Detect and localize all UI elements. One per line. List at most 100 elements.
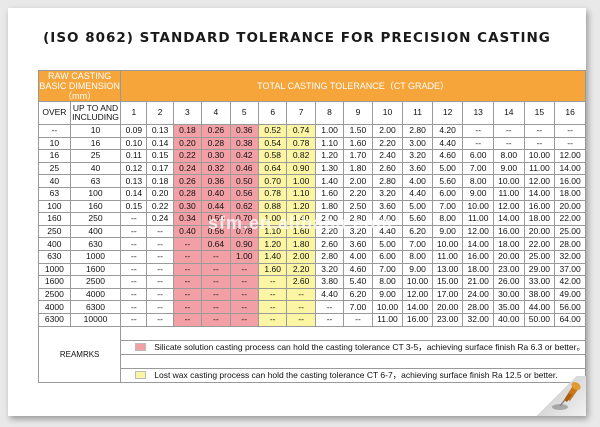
tolerance-cell: -- xyxy=(120,312,148,327)
tolerance-cell: 1.40 xyxy=(286,212,316,226)
tolerance-cell: 3.60 xyxy=(371,199,404,214)
tolerance-cell: 20.00 xyxy=(554,199,586,214)
tolerance-cell: 11.00 xyxy=(493,186,525,201)
tolerance-cell: -- xyxy=(229,262,259,277)
tolerance-cell: -- xyxy=(146,237,174,251)
over-cell: 25 xyxy=(38,161,71,176)
over-cell: 160 xyxy=(38,212,71,226)
tolerance-cell: -- xyxy=(146,300,174,314)
tolerance-cell: 18.00 xyxy=(462,262,494,277)
tolerance-cell: 5.00 xyxy=(371,237,404,251)
grade-header-9: 9 xyxy=(343,101,373,125)
over-cell: 1000 xyxy=(38,262,71,277)
tolerance-cell: 23.00 xyxy=(431,312,464,327)
tolerance-cell: 4.40 xyxy=(314,287,345,302)
tolerance-cell: 0.70 xyxy=(229,212,259,226)
tolerance-cell: -- xyxy=(172,262,203,277)
watermark: sfm.en.alibaba.com xyxy=(208,213,394,233)
tolerance-cell: 0.34 xyxy=(172,212,203,226)
page-title: (ISO 8062) STANDARD TOLERANCE FOR PRECIS… xyxy=(43,30,551,46)
tolerance-cell: 6.00 xyxy=(371,249,404,264)
tolerance-cell: -- xyxy=(120,300,148,314)
over-cell: 400 xyxy=(38,237,71,251)
tolerance-cell: 16.00 xyxy=(493,224,525,239)
tolerance-cell: 0.26 xyxy=(172,174,203,188)
tolerance-cell: 40.00 xyxy=(493,312,525,327)
tolerance-cell: -- xyxy=(172,237,203,251)
grade-header-1: 1 xyxy=(120,101,148,125)
tolerance-cell: 8.00 xyxy=(371,275,404,289)
tolerance-cell: 16.00 xyxy=(554,174,586,188)
tolerance-cell: 3.00 xyxy=(402,136,433,151)
tolerance-cell: 1.80 xyxy=(314,199,345,214)
tolerance-cell: 2.60 xyxy=(286,275,316,289)
tolerance-cell: 3.60 xyxy=(402,161,433,176)
tolerance-cell: -- xyxy=(257,275,288,289)
table-row: 6300 10000 -- -- -- -- -- -- -- -- -- 11.00 16.00 23.… xyxy=(38,312,586,327)
grade-header-13: 13 xyxy=(462,101,494,125)
header-row-2: OVER UP TO AND INCLUDING 1 2 3 4 5 6 7 8 9 10 11 12… xyxy=(38,101,586,125)
tolerance-cell: 0.30 xyxy=(201,149,231,163)
tolerance-cell: 44.00 xyxy=(523,300,556,314)
tolerance-cell: 2.50 xyxy=(343,199,373,214)
tolerance-cell: -- xyxy=(172,300,203,314)
tolerance-cell: 9.00 xyxy=(462,186,494,201)
push-pin-icon xyxy=(552,381,581,410)
tolerance-cell: 5.00 xyxy=(402,199,433,214)
tolerance-cell: 0.56 xyxy=(201,224,231,239)
grade-header-11: 11 xyxy=(402,101,433,125)
tolerance-cell: 3.80 xyxy=(314,275,345,289)
tolerance-cell: 4.40 xyxy=(431,136,464,151)
silicate-remark-text: Silicate solution casting process can ho… xyxy=(154,341,585,352)
tolerance-cell: 11.00 xyxy=(371,312,404,327)
over-cell: -- xyxy=(38,124,71,138)
tolerance-cell: 2.20 xyxy=(343,186,373,201)
tolerance-cell: 2.80 xyxy=(371,174,404,188)
tolerance-cell: -- xyxy=(462,136,494,151)
tolerance-cell: -- xyxy=(229,300,259,314)
tolerance-cell: -- xyxy=(201,300,231,314)
tolerance-cell: 0.14 xyxy=(120,186,148,201)
tolerance-cell: 32.00 xyxy=(462,312,494,327)
grade-header-14: 14 xyxy=(493,101,525,125)
tolerance-cell: 7.00 xyxy=(402,237,433,251)
tolerance-cell: 0.18 xyxy=(146,174,174,188)
tolerance-cell: 0.12 xyxy=(120,161,148,176)
tolerance-cell: 2.40 xyxy=(371,149,404,163)
tolerance-cell: -- xyxy=(146,249,174,264)
tolerance-cell: 64.00 xyxy=(554,312,586,327)
tolerance-cell: 14.00 xyxy=(462,237,494,251)
table-row: 100 160 0.15 0.22 0.30 0.44 0.62 0.88 1.20 1.80 2.… xyxy=(38,199,586,214)
tolerance-cell: -- xyxy=(286,312,316,327)
tolerance-cell: -- xyxy=(523,136,556,151)
table-row: 10 16 0.10 0.14 0.20 0.28 0.38 0.54 0.78 1.10 1.60… xyxy=(38,136,586,151)
tolerance-cell: 4.60 xyxy=(343,262,373,277)
remark-row: REAMRKS xyxy=(37,325,586,383)
tolerance-cell: 10.00 xyxy=(371,300,404,314)
tolerance-cell: -- xyxy=(201,249,231,264)
table-row: 40 63 0.13 0.18 0.26 0.36 0.50 0.70 1.00 1.40 2.00… xyxy=(38,174,586,188)
tolerance-cell: 0.30 xyxy=(172,199,203,214)
tolerance-cell: 42.00 xyxy=(554,275,586,289)
tolerance-cell: 1.00 xyxy=(257,212,288,226)
tolerance-cell: 0.38 xyxy=(229,136,259,151)
upto-cell: 100 xyxy=(69,186,122,201)
tolerance-cell: 1.00 xyxy=(286,174,316,188)
tolerance-cell: 10.00 xyxy=(493,174,525,188)
tolerance-cell: -- xyxy=(172,249,203,264)
tolerance-cell: 0.15 xyxy=(146,149,174,163)
tolerance-cell: -- xyxy=(146,262,174,277)
tolerance-cell: 5.60 xyxy=(402,212,433,226)
lost-wax-remark-cell: Lost wax casting process can hold the ca… xyxy=(120,367,586,383)
tolerance-cell: 0.09 xyxy=(120,124,148,138)
tolerance-cell: 7.00 xyxy=(431,199,464,214)
upto-cell: 10 xyxy=(69,124,122,138)
over-cell: 16 xyxy=(38,149,71,163)
tolerance-cell: 0.22 xyxy=(146,199,174,214)
tolerance-cell: 12.00 xyxy=(523,174,556,188)
grade-header-15: 15 xyxy=(523,101,556,125)
remark-row xyxy=(39,353,586,369)
over-cell: 10 xyxy=(38,136,71,151)
tolerance-cell: 0.20 xyxy=(146,186,174,201)
upto-header: UP TO AND INCLUDING xyxy=(69,101,122,125)
